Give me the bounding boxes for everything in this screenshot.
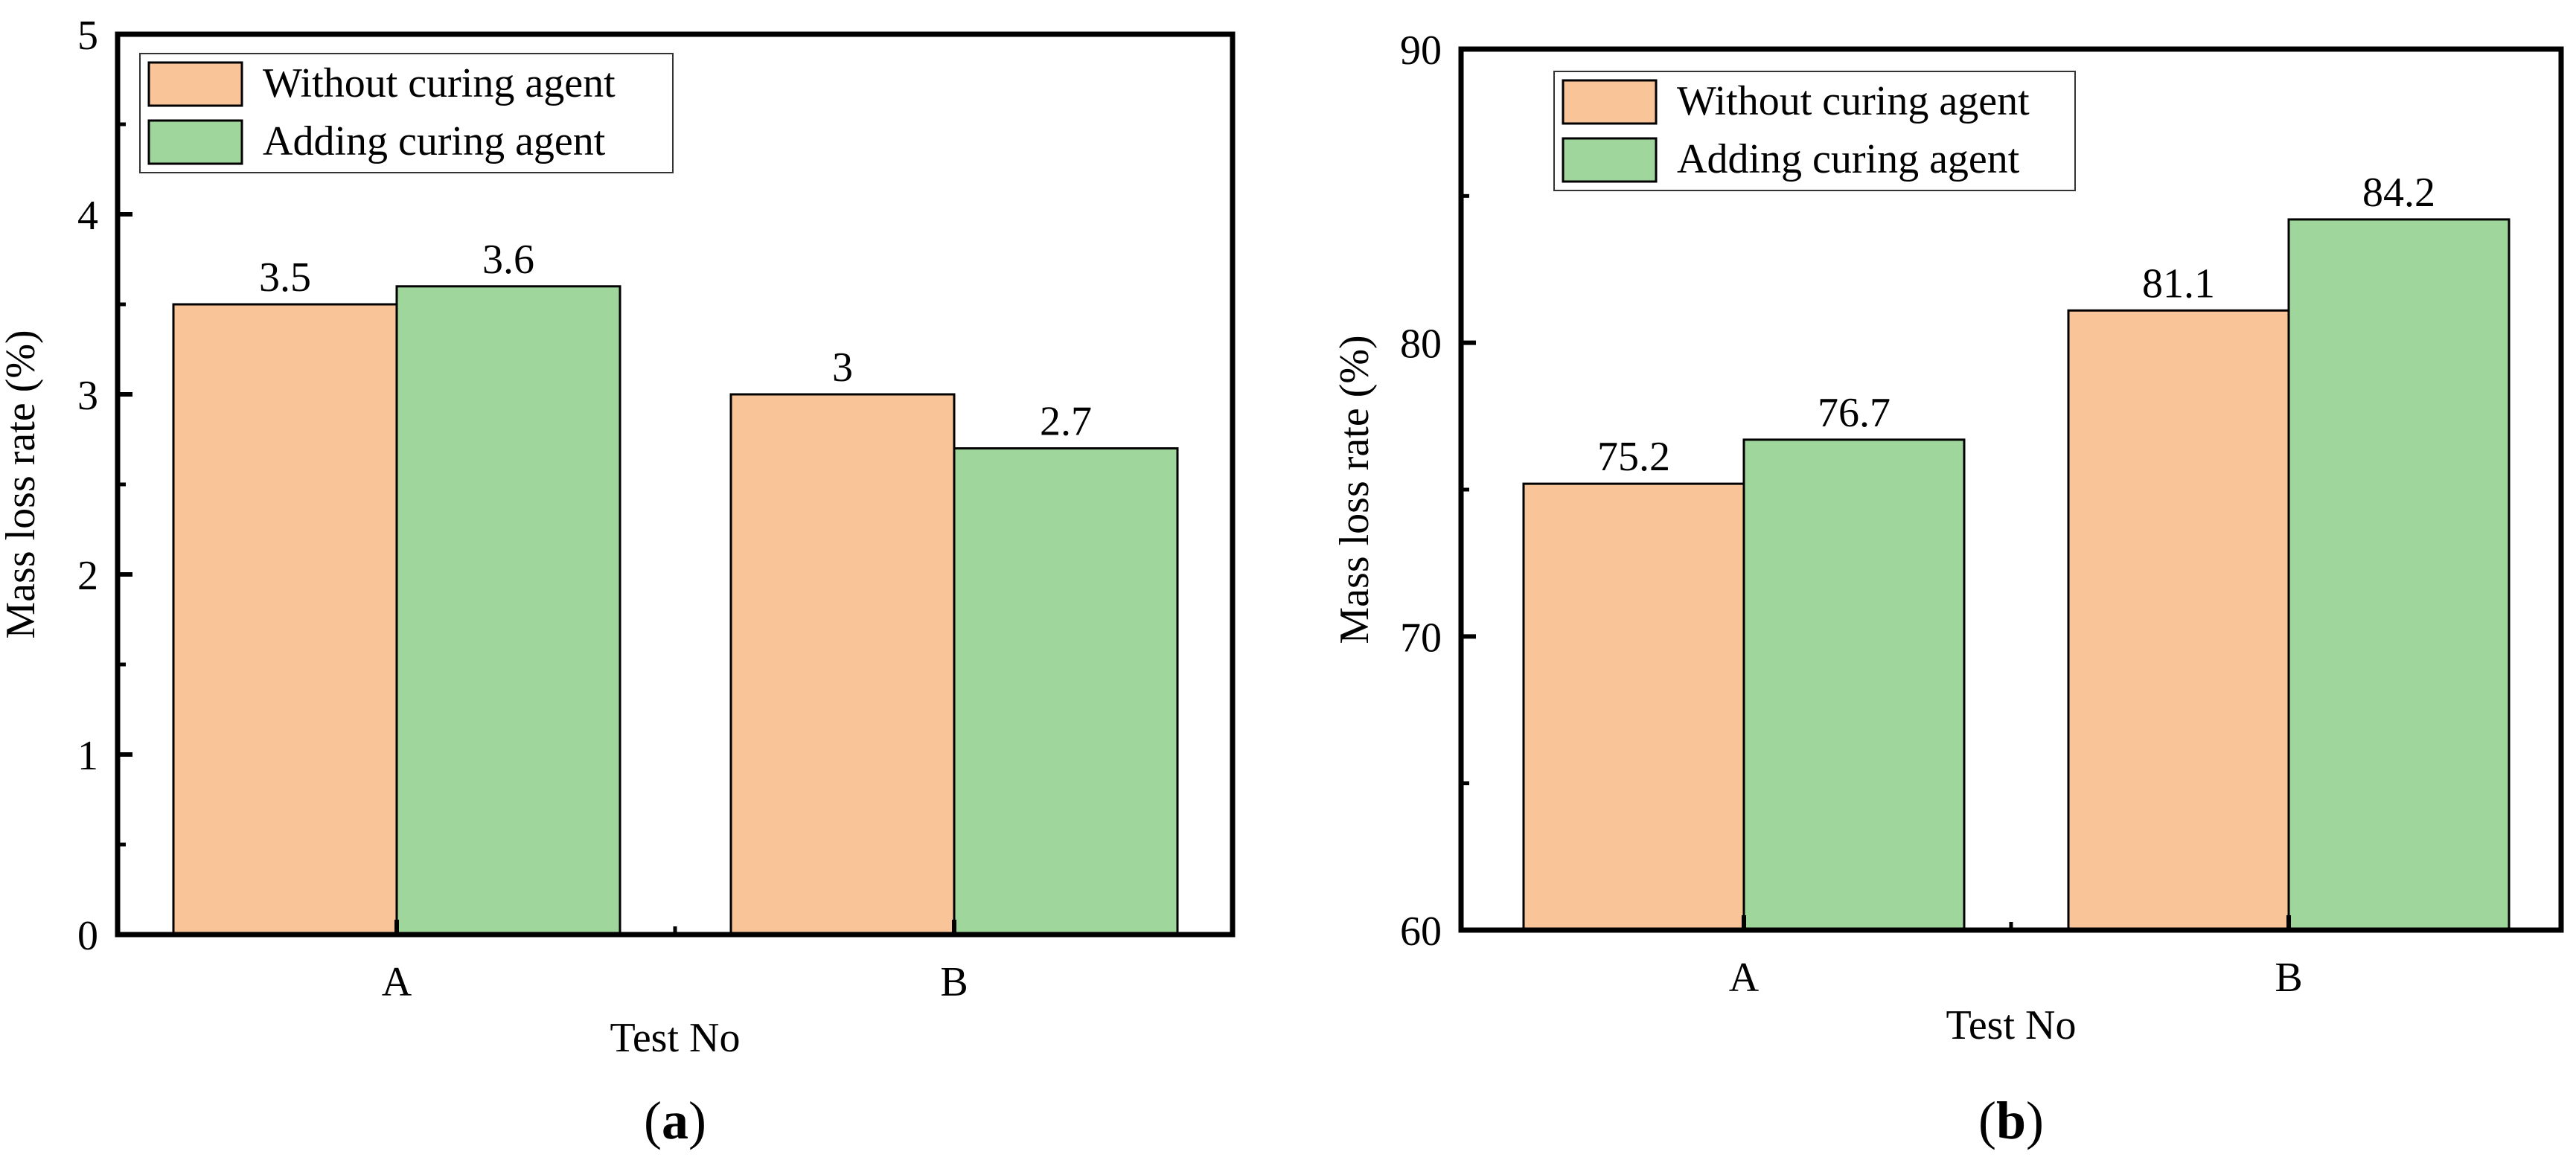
data-label-b-without: 81.1	[2142, 260, 2215, 307]
data-label-b-adding: 2.7	[1040, 399, 1092, 445]
panel-label-a: (a)	[644, 1091, 706, 1150]
data-label-a-adding: 76.7	[1818, 390, 1891, 436]
legend-swatch-without	[147, 61, 243, 107]
y-tick-label: 80	[1400, 321, 1442, 368]
y-axis-title: Mass loss rate (%)	[0, 330, 44, 638]
legend-label-without: Without curing agent	[263, 60, 616, 106]
y-tick-label: 5	[77, 13, 98, 59]
legend-swatch-adding	[1562, 137, 1658, 183]
bar-b-adding	[953, 447, 1179, 936]
x-axis-title: Test No	[1946, 1002, 2077, 1048]
y-axis-title: Mass loss rate (%)	[1332, 335, 1378, 644]
chart-panel-b: 75.2 76.7 81.1 84.2 60 70 80 90 A B Test No Mass lo…	[1332, 28, 2564, 1150]
y-tick-label: 3	[77, 373, 98, 419]
bar-b-without	[2067, 309, 2290, 932]
y-tick-label: 0	[77, 913, 98, 959]
legend: Without curing agent Adding curing agent	[139, 53, 674, 173]
bar-a-adding	[395, 285, 621, 936]
y-tick-label: 4	[77, 193, 98, 239]
y-tick-label: 1	[77, 733, 98, 779]
bar-a-adding	[1742, 438, 1966, 932]
y-tick-label: 90	[1400, 28, 1442, 74]
x-tick-label-b: B	[2275, 955, 2302, 1001]
bar-b-adding	[2287, 218, 2511, 932]
data-label-b-without: 3	[832, 345, 853, 391]
bar-b-without	[729, 393, 956, 936]
legend-swatch-without	[1562, 79, 1658, 125]
x-tick-label-b: B	[940, 959, 968, 1005]
data-label-a-without: 3.5	[259, 254, 311, 301]
legend-label-without: Without curing agent	[1677, 78, 2030, 124]
y-tick-label: 60	[1400, 909, 1442, 955]
legend-label-adding: Adding curing agent	[1677, 136, 2020, 182]
chart-panel-a: 3.5 3.6 3 2.7 0 1 2 3 4 5 A B Test No Mass loss rate …	[0, 13, 1236, 1150]
legend-label-adding: Adding curing agent	[263, 118, 606, 164]
y-tick-label: 70	[1400, 615, 1442, 661]
bar-a-without	[172, 303, 398, 936]
x-tick-label-a: A	[382, 959, 412, 1005]
data-label-a-without: 75.2	[1597, 434, 1670, 480]
bar-a-without	[1522, 482, 1745, 932]
legend-swatch-adding	[147, 119, 243, 165]
y-tick-label: 2	[77, 553, 98, 599]
legend: Without curing agent Adding curing agent	[1553, 71, 2076, 191]
data-label-b-adding: 84.2	[2362, 170, 2435, 216]
data-label-a-adding: 3.6	[482, 237, 534, 283]
x-tick-label-a: A	[1729, 955, 1760, 1001]
panel-label-b: (b)	[1978, 1091, 2044, 1150]
x-axis-title: Test No	[610, 1015, 741, 1061]
